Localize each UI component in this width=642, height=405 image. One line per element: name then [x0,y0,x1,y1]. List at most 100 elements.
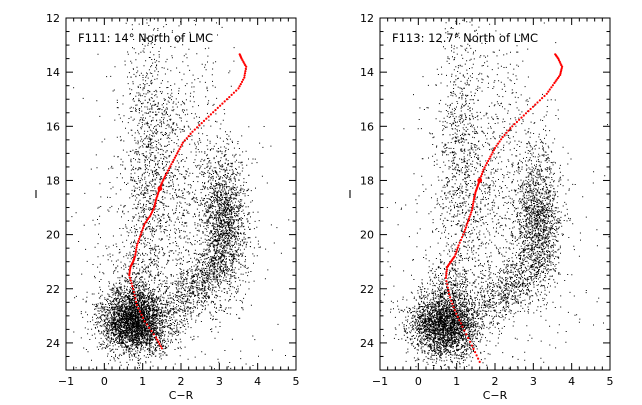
y-tick-label: 12 [360,12,374,25]
y-tick-label: 18 [360,174,374,187]
isochrone-point [205,117,208,120]
isochrone-point [470,211,473,214]
isochrone-point [174,154,178,157]
isochrone-point [491,151,494,154]
isochrone-point [458,319,461,322]
isochrone-point [453,255,456,258]
isochrone-point [166,169,170,172]
isochrone-point [474,351,477,354]
isochrone-point [230,93,233,96]
isochrone-point [139,233,142,236]
isochrone-point [495,144,498,147]
isochrone-point [135,248,138,251]
isochrone-point [132,290,135,294]
isochrone-point [149,214,152,217]
isochrone-point [146,217,150,220]
isochrone-point [181,141,184,144]
x-tick-label: 5 [293,375,300,388]
isochrone-point [556,77,560,80]
isochrone-point [518,118,521,121]
isochrone-point [135,300,138,303]
isochrone-point [180,143,183,146]
isochrone-point [488,157,491,160]
isochrone-point [498,140,501,143]
isochrone-point [456,248,459,251]
isochrone-point [554,80,557,83]
isochrone-point [534,103,537,106]
isochrone-point [550,86,553,89]
isochrone-point [216,106,219,109]
isochrone-point [128,274,131,277]
isochrone-point [522,114,525,117]
isochrone-point [164,173,167,177]
isochrone-point [135,244,138,247]
x-tick-label: 0 [101,375,108,388]
isochrone-point [541,97,544,100]
isochrone-point [529,107,532,111]
isochrone-point [198,124,201,127]
isochrone-point [209,113,212,116]
isochrone-point [545,92,548,95]
isochrone-point [193,128,196,131]
isochrone-point [239,83,242,86]
isochrone-point [128,276,132,279]
isochrone-point [189,132,192,135]
isochrone-point [128,270,131,274]
isochrone-point [235,89,238,92]
isochrone-point [478,360,481,363]
isochrone-point [134,297,137,300]
isochrone-point [484,164,487,167]
isochrone-point [463,230,466,233]
isochrone-point [141,229,144,232]
isochrone-point [471,204,474,207]
isochrone-point [461,325,464,328]
isochrone-point [148,216,151,219]
isochrone-point [462,233,465,236]
isochrone-point [468,215,471,218]
x-tick-label: 0 [415,375,422,388]
isochrone-point [493,146,497,150]
isochrone-point [457,244,460,247]
isochrone-point [225,98,229,101]
isochrone-point [242,60,245,64]
isochrone-point [243,74,246,77]
isochrone-point [452,306,455,309]
y-tick-label: 24 [360,337,374,350]
isochrone-point [133,255,137,258]
y-tick-label: 20 [46,229,60,242]
isochrone-point [445,280,448,283]
isochrone-point [459,322,462,325]
x-tick-label: 4 [568,375,575,388]
isochrone-point [466,222,469,225]
isochrone-point [244,64,247,67]
y-tick-label: 18 [46,174,60,187]
x-axis-label: C−R [169,389,194,402]
isochrone-point [470,209,474,212]
y-tick-label: 16 [360,120,374,133]
isochrone-point [176,152,179,155]
isochrone-point [497,142,500,145]
isochrone-point [244,70,247,73]
isochrone-point [449,296,452,299]
isochrone-point [515,120,519,124]
isochrone-point [137,240,140,243]
isochrone-point [501,136,504,139]
isochrone-point [237,87,240,90]
isochrone-point [177,150,180,153]
isochrone-point [480,172,484,176]
y-tick-label: 22 [360,283,374,296]
isochrone-point [200,122,203,125]
isochrone-point [458,241,461,244]
y-tick-label: 12 [46,12,60,25]
isochrone-point [138,310,142,313]
isochrone-point [553,81,556,85]
isochrone-point [472,202,475,205]
isochrone-point [143,222,146,225]
isochrone-point [543,94,546,98]
isochrone-point [469,340,472,343]
isochrone-point [453,309,456,312]
isochrone-point [173,156,176,159]
isochrone-point [159,345,162,348]
